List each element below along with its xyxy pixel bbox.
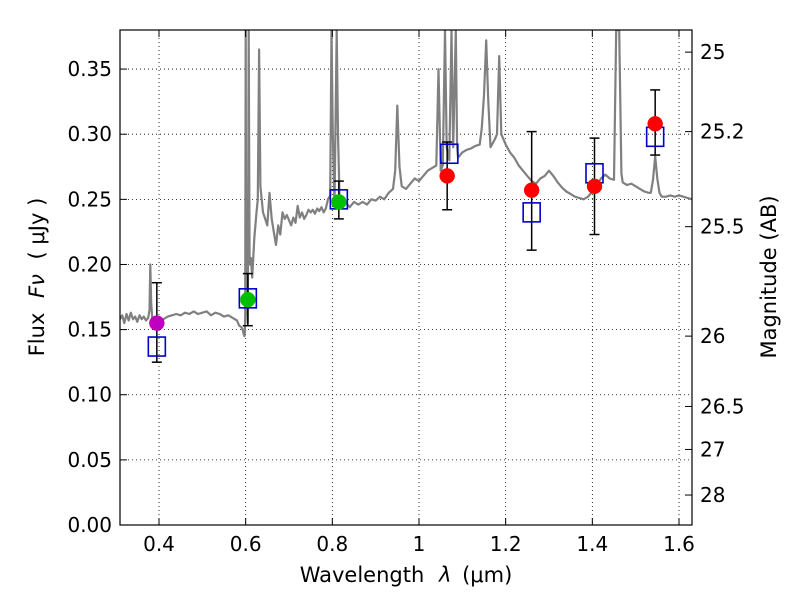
observed-point-marker (523, 182, 540, 198)
magnitude-tick-label: 25.5 (700, 215, 745, 239)
template-spectrum (120, 30, 692, 338)
model-square-marker (147, 336, 167, 357)
y-tick-label: 0.20 (67, 252, 112, 276)
magnitude-axis-title: Magnitude (AB) (757, 195, 781, 358)
grid-lines (120, 30, 692, 526)
y-axis-title: Flux Fν ( μJy ) (25, 198, 49, 357)
y-axis-ticks: 0.00 0.05 0.10 0.15 0.20 0.25 0.30 0.35 (67, 57, 127, 537)
observed-point-marker (586, 178, 603, 195)
observed-photometry (149, 116, 663, 331)
model-photometry (147, 126, 665, 357)
model-square-marker (440, 143, 459, 165)
x-tick-label: 0.6 (230, 532, 262, 556)
observed-point-marker (439, 168, 455, 184)
y-tick-label: 0.25 (67, 187, 112, 211)
observed-point-marker (240, 291, 256, 308)
magnitude-tick-label: 28 (700, 483, 725, 507)
magnitude-tick-label: 26.5 (700, 394, 745, 418)
magnitude-tick-label: 26 (700, 324, 725, 348)
x-tick-label: 0.4 (143, 532, 175, 556)
x-axis-ticks: 0.4 0.6 0.8 1 1.2 1.4 1.6 (143, 30, 695, 556)
x-tick-label: 1 (413, 532, 426, 556)
x-tick-label: 1.4 (576, 532, 608, 556)
x-tick-label: 1.2 (490, 532, 522, 556)
spectrum-line (120, 30, 692, 338)
y-tick-label: 0.10 (67, 383, 112, 407)
y-tick-label: 0.30 (67, 122, 112, 146)
error-bars (151, 89, 661, 363)
plot-frame (119, 29, 693, 526)
y-tick-label: 0.15 (67, 318, 112, 342)
x-axis-title: Wavelength λ (μm) (300, 563, 513, 587)
observed-point-marker (149, 315, 165, 331)
x-tick-label: 0.8 (316, 532, 348, 556)
x-tick-label: 1.6 (663, 532, 695, 556)
magnitude-axis-ticks: 25 25.2 25.5 26 26.5 27 28 (685, 40, 745, 507)
observed-point-marker (647, 116, 663, 132)
magnitude-tick-label: 27 (700, 437, 725, 461)
observed-point-marker (331, 194, 347, 210)
magnitude-tick-label: 25 (700, 40, 725, 64)
y-tick-label: 0.35 (67, 57, 112, 81)
magnitude-tick-label: 25.2 (700, 120, 745, 144)
model-square-marker (238, 288, 258, 309)
y-tick-label: 0.00 (67, 513, 112, 537)
y-tick-label: 0.05 (67, 448, 112, 472)
model-square-marker (522, 202, 541, 223)
